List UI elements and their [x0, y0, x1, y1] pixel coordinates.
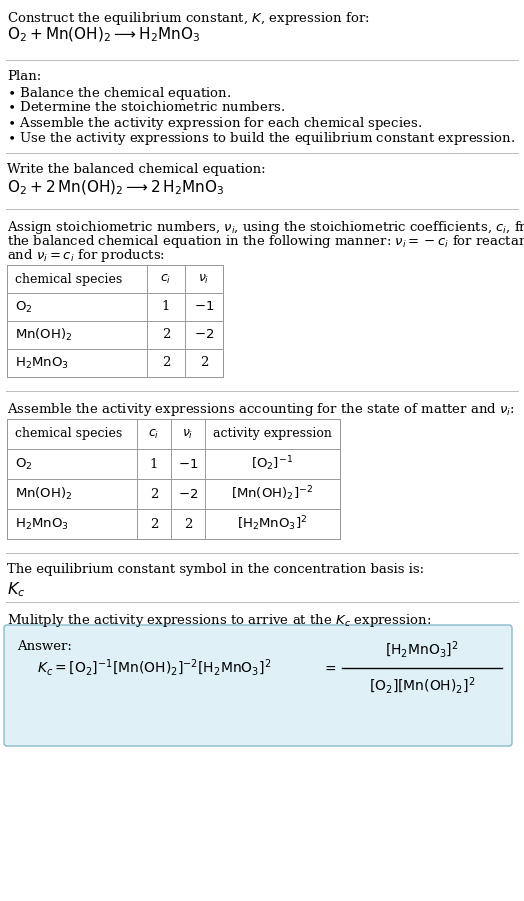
Text: $c_i$: $c_i$ [160, 272, 172, 286]
Text: $-1$: $-1$ [194, 301, 214, 314]
Text: $K_c = [\mathrm{O_2}]^{-1}[\mathrm{Mn(OH)_2}]^{-2}[\mathrm{H_2MnO_3}]^{2}$: $K_c = [\mathrm{O_2}]^{-1}[\mathrm{Mn(OH… [37, 658, 271, 678]
Text: the balanced chemical equation in the following manner: $\nu_i = -c_i$ for react: the balanced chemical equation in the fo… [7, 233, 524, 250]
Text: Assemble the activity expressions accounting for the state of matter and $\nu_i$: Assemble the activity expressions accoun… [7, 401, 515, 418]
Text: $\bullet$ Determine the stoichiometric numbers.: $\bullet$ Determine the stoichiometric n… [7, 100, 285, 114]
Text: 2: 2 [200, 357, 208, 369]
Text: Construct the equilibrium constant, $K$, expression for:: Construct the equilibrium constant, $K$,… [7, 10, 369, 27]
Text: 2: 2 [162, 329, 170, 341]
Text: Answer:: Answer: [17, 640, 72, 653]
Text: chemical species: chemical species [15, 272, 122, 286]
Text: Assign stoichiometric numbers, $\nu_i$, using the stoichiometric coefficients, $: Assign stoichiometric numbers, $\nu_i$, … [7, 219, 524, 236]
Text: 1: 1 [162, 301, 170, 314]
Text: $\mathrm{O_2}$: $\mathrm{O_2}$ [15, 457, 32, 471]
Text: activity expression: activity expression [213, 427, 332, 441]
Text: $[\mathrm{Mn(OH)_2}]^{-2}$: $[\mathrm{Mn(OH)_2}]^{-2}$ [232, 485, 313, 504]
Text: $\mathrm{Mn(OH)_2}$: $\mathrm{Mn(OH)_2}$ [15, 486, 73, 502]
Text: $\nu_i$: $\nu_i$ [182, 427, 194, 441]
Text: $\nu_i$: $\nu_i$ [198, 272, 210, 286]
Text: $[\mathrm{O_2}]^{-1}$: $[\mathrm{O_2}]^{-1}$ [252, 455, 293, 473]
Text: Mulitply the activity expressions to arrive at the $K_c$ expression:: Mulitply the activity expressions to arr… [7, 612, 431, 629]
Text: Write the balanced chemical equation:: Write the balanced chemical equation: [7, 163, 266, 176]
Text: $=$: $=$ [322, 661, 337, 675]
Text: and $\nu_i = c_i$ for products:: and $\nu_i = c_i$ for products: [7, 247, 165, 264]
Text: $c_i$: $c_i$ [148, 427, 160, 441]
Text: $[\mathrm{H_2MnO_3}]^{2}$: $[\mathrm{H_2MnO_3}]^{2}$ [385, 640, 459, 660]
Text: chemical species: chemical species [15, 427, 122, 441]
Text: $\bullet$ Balance the chemical equation.: $\bullet$ Balance the chemical equation. [7, 85, 232, 102]
Text: 2: 2 [150, 517, 158, 531]
FancyBboxPatch shape [4, 625, 512, 746]
Text: $\mathrm{O_2 + 2\,Mn(OH)_2 \longrightarrow 2\,H_2MnO_3}$: $\mathrm{O_2 + 2\,Mn(OH)_2 \longrightarr… [7, 179, 225, 197]
Text: 2: 2 [150, 487, 158, 500]
Text: Plan:: Plan: [7, 70, 41, 83]
Text: $[\mathrm{H_2MnO_3}]^{2}$: $[\mathrm{H_2MnO_3}]^{2}$ [237, 514, 308, 533]
Text: 2: 2 [162, 357, 170, 369]
Text: $[\mathrm{O_2}][\mathrm{Mn(OH)_2}]^{2}$: $[\mathrm{O_2}][\mathrm{Mn(OH)_2}]^{2}$ [369, 676, 475, 696]
Text: $\mathrm{H_2MnO_3}$: $\mathrm{H_2MnO_3}$ [15, 516, 69, 532]
Text: $-2$: $-2$ [178, 487, 198, 500]
Text: $\mathrm{Mn(OH)_2}$: $\mathrm{Mn(OH)_2}$ [15, 327, 73, 343]
Text: $\mathrm{O_2}$: $\mathrm{O_2}$ [15, 299, 32, 314]
Text: $-1$: $-1$ [178, 458, 198, 470]
Text: $\mathrm{H_2MnO_3}$: $\mathrm{H_2MnO_3}$ [15, 356, 69, 370]
Text: $\mathrm{O_2 + Mn(OH)_2 \longrightarrow H_2MnO_3}$: $\mathrm{O_2 + Mn(OH)_2 \longrightarrow … [7, 26, 200, 44]
Text: $K_c$: $K_c$ [7, 580, 26, 598]
Text: 2: 2 [184, 517, 192, 531]
Text: $\bullet$ Use the activity expressions to build the equilibrium constant express: $\bullet$ Use the activity expressions t… [7, 130, 515, 147]
Bar [7, 419, 340, 539]
Text: 1: 1 [150, 458, 158, 470]
Bar [7, 265, 223, 377]
Text: $-2$: $-2$ [194, 329, 214, 341]
Text: $\bullet$ Assemble the activity expression for each chemical species.: $\bullet$ Assemble the activity expressi… [7, 115, 422, 132]
Text: The equilibrium constant symbol in the concentration basis is:: The equilibrium constant symbol in the c… [7, 563, 424, 576]
